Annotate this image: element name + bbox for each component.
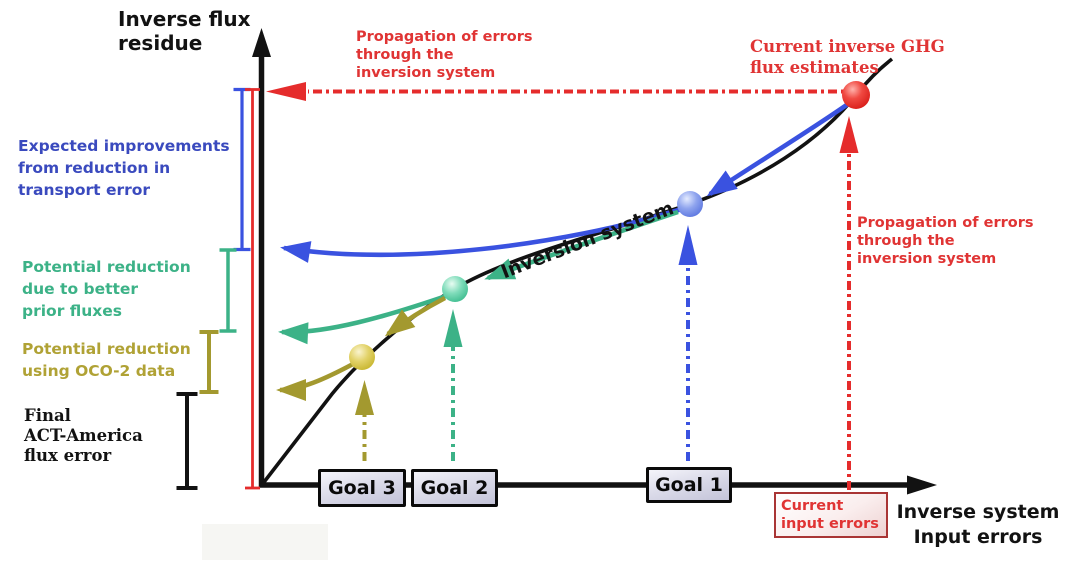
final-error-bracket <box>176 392 198 490</box>
goal-2-box: Goal 2 <box>411 469 498 507</box>
goal-3-label: Goal 3 <box>328 477 396 499</box>
reduction-prior-label: Potential reduction due to better prior … <box>22 258 191 320</box>
goal-2-label: Goal 2 <box>420 477 489 499</box>
goal1-arrow <box>678 225 698 461</box>
goal2-point <box>442 276 468 302</box>
goal-1-box: Goal 1 <box>646 467 732 503</box>
inversion-system-curve <box>259 57 894 488</box>
goal-1-label: Goal 1 <box>655 474 723 496</box>
blue-arrow-to-axis <box>280 206 683 263</box>
olive-arrow-down-curve <box>384 295 447 337</box>
faint-artifact-rect <box>202 524 328 560</box>
propagation-top-label: Propagation of errors through the invers… <box>356 29 533 81</box>
goal1-point <box>677 191 703 217</box>
olive-arrow-to-axis <box>276 361 355 401</box>
x-axis-title: Inverse system Input errors <box>896 501 1060 548</box>
y-axis-title: Inverse flux residue <box>118 7 251 55</box>
total-error-bracket <box>245 88 260 490</box>
propagation-right-label: Propagation of errors through the invers… <box>857 215 1034 267</box>
current-estimates-label: Current inverse GHG flux estimates <box>750 37 945 77</box>
goal-3-box: Goal 3 <box>318 469 406 507</box>
oco2-bracket <box>199 330 219 394</box>
final-error-label: Final ACT-America flux error <box>24 406 143 465</box>
green-arrow-down-curve <box>484 209 679 281</box>
transport-error-bracket <box>233 87 251 252</box>
goal2-arrow <box>443 309 463 461</box>
current-input-errors-box: Current input errors <box>774 492 888 538</box>
goal3-arrow <box>355 380 374 461</box>
propagation-arrow-vertical <box>839 116 859 490</box>
expected-improvements-label: Expected improvements from reduction in … <box>18 137 230 199</box>
reduction-oco2-label: Potential reduction using OCO-2 data <box>22 340 191 380</box>
blue-arrow-down-curve <box>706 102 850 197</box>
y-axis <box>252 28 271 487</box>
propagation-arrow-horizontal <box>266 82 850 101</box>
green-arrow-to-axis <box>278 292 450 345</box>
goal3-point <box>349 344 375 370</box>
current-estimate-point <box>842 81 870 109</box>
prior-flux-bracket <box>219 248 237 333</box>
